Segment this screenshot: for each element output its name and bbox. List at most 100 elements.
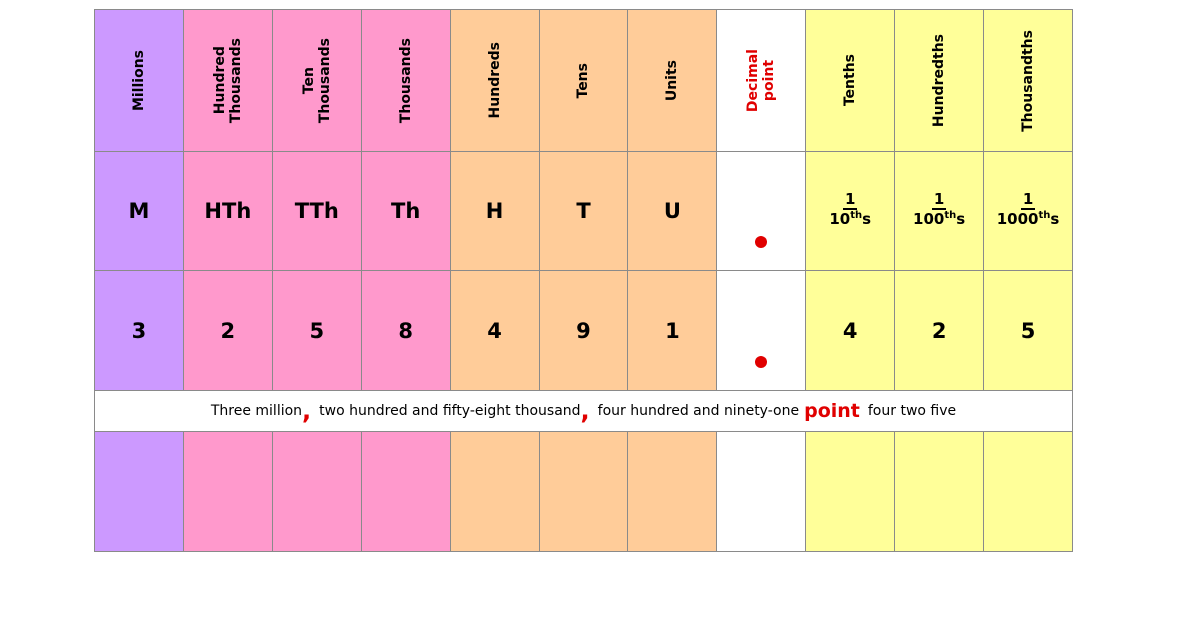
header-line: Thousandths — [1019, 29, 1036, 132]
header-line: Units — [664, 59, 681, 102]
header-cell: Hundredths — [894, 9, 985, 152]
abbreviation: TTh — [294, 199, 339, 223]
header-text: Hundredths — [931, 34, 947, 127]
digit-cell: 2 — [894, 270, 985, 391]
header-line: Thousands — [316, 37, 333, 124]
digit-cell — [716, 270, 807, 391]
numerator: 1 — [1020, 190, 1036, 210]
header-text: Decimal point — [745, 49, 777, 112]
abbr-cell: U — [627, 151, 718, 271]
sentence-text: four two five — [867, 403, 957, 419]
abbr-cell: 1 10ths — [805, 151, 896, 271]
abbr-cell: TTh — [271, 151, 362, 271]
superscript: th — [944, 209, 957, 221]
suffix: s — [956, 209, 966, 228]
header-cell: Decimal point — [716, 9, 807, 152]
denominator-group: 1000ths — [997, 210, 1060, 228]
sentence-text: four hundred and ninety-one — [597, 403, 800, 419]
digit: 5 — [309, 318, 325, 343]
empty-cell — [983, 431, 1073, 552]
highlight-word: , — [580, 397, 590, 425]
header-cell: Thousandths — [983, 9, 1073, 152]
header-line: point — [761, 59, 778, 102]
decimal-dot — [755, 356, 768, 368]
digit: 2 — [220, 318, 236, 343]
denominator: 100 — [913, 209, 945, 228]
numerator: 1 — [843, 190, 858, 210]
empty-cell — [182, 431, 273, 552]
empty-cell — [449, 431, 540, 552]
header-text: Units — [664, 60, 680, 101]
abbr-cell: Th — [360, 151, 451, 271]
numerator: 1 — [931, 190, 947, 210]
denominator-group: 10ths — [829, 210, 871, 228]
abbr-cell: H — [449, 151, 540, 271]
superscript: th — [1038, 209, 1051, 221]
denominator-group: 100ths — [913, 210, 965, 228]
empty-cell — [894, 431, 985, 552]
abbreviation: HTh — [204, 199, 252, 223]
abbr-cell: HTh — [182, 151, 273, 271]
header-text: Thousands — [398, 38, 414, 123]
digit-cell: 2 — [182, 270, 273, 391]
abbreviation: T — [576, 199, 591, 223]
abbreviation: U — [663, 199, 681, 223]
empty-cell — [538, 431, 629, 552]
header-cell: Units — [627, 9, 718, 152]
digit: 3 — [131, 318, 147, 343]
digit: 1 — [665, 318, 680, 343]
sentence-text: Three million — [210, 403, 303, 419]
abbr-cell: M — [94, 151, 184, 271]
header-text: Thousandths — [1020, 30, 1036, 132]
fraction: 1 100ths — [913, 191, 965, 227]
abbr-cell: T — [538, 151, 629, 271]
abbreviation: H — [485, 199, 504, 223]
empty-cell — [805, 431, 896, 552]
header-cell: Hundreds — [449, 9, 540, 152]
digit-cell: 5 — [983, 270, 1073, 391]
header-cell: Tenths — [805, 9, 896, 152]
digit-cell: 9 — [538, 270, 629, 391]
denominator: 1000 — [996, 209, 1039, 228]
header-cell: Millions — [94, 9, 184, 152]
header-line: Hundreds — [486, 42, 503, 119]
digit: 2 — [931, 318, 947, 343]
empty-cell — [360, 431, 451, 552]
header-cell: Ten Thousands — [271, 9, 362, 152]
header-text: Tens — [575, 63, 591, 99]
digit-cell: 4 — [805, 270, 896, 391]
abbreviation: M — [128, 199, 150, 223]
header-cell: Hundred Thousands — [182, 9, 273, 152]
decimal-dot — [755, 236, 768, 248]
digit: 5 — [1020, 318, 1036, 343]
abbr-cell — [716, 151, 807, 271]
header-line: Thousands — [397, 37, 414, 124]
empty-cell — [716, 431, 807, 552]
header-text: Hundreds — [487, 42, 503, 118]
header-line: Decimal — [745, 48, 762, 113]
empty-cell — [94, 431, 184, 552]
header-cell: Thousands — [360, 9, 451, 152]
digit: 8 — [398, 318, 413, 343]
header-text: Millions — [131, 50, 147, 111]
header-line: Millions — [130, 49, 147, 112]
header-text: Ten Thousands — [301, 38, 333, 123]
header-cell: Tens — [538, 9, 629, 152]
header-text: Hundred Thousands — [212, 38, 244, 123]
empty-cell — [627, 431, 718, 552]
header-text: Tenths — [842, 54, 858, 106]
digit-cell: 1 — [627, 270, 718, 391]
empty-cell — [271, 431, 362, 552]
digit: 4 — [487, 318, 502, 343]
sentence-text: two hundred and fifty-eight thousand — [319, 403, 581, 419]
fraction: 1 1000ths — [997, 191, 1060, 227]
digit: 9 — [576, 318, 591, 343]
suffix: s — [1050, 209, 1060, 228]
suffix: s — [862, 209, 872, 228]
abbr-cell: 1 100ths — [894, 151, 985, 271]
header-line: Hundred — [211, 46, 228, 115]
abbr-cell: 1 1000ths — [983, 151, 1073, 271]
header-line: Ten — [300, 66, 317, 95]
digit-cell: 3 — [94, 270, 184, 391]
digit-cell: 4 — [449, 270, 540, 391]
